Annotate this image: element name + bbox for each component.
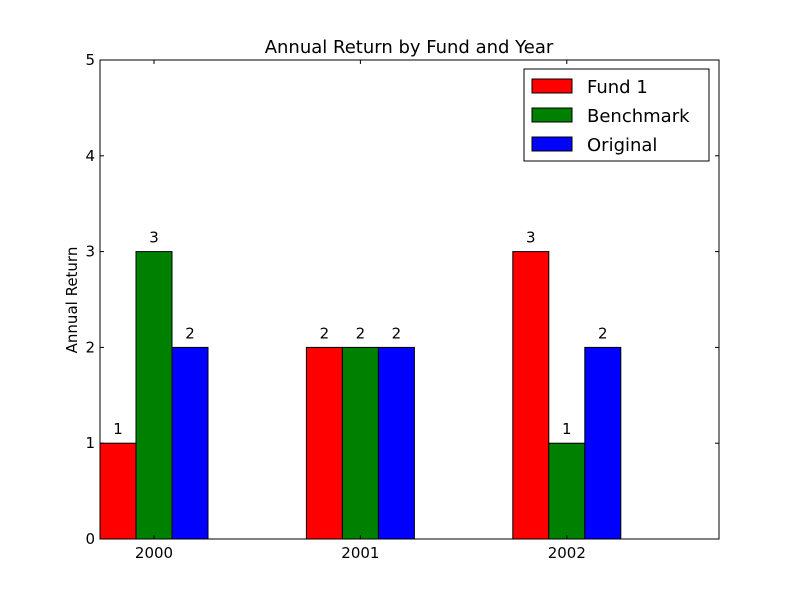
legend-entry: Benchmark bbox=[587, 106, 690, 127]
legend-swatch bbox=[531, 107, 573, 123]
bar-fund-1-2001 bbox=[305, 346, 343, 540]
legend: Fund 1 Benchmark Original bbox=[523, 68, 710, 162]
data-label: 3 bbox=[526, 229, 536, 247]
bar-original-2002 bbox=[584, 346, 622, 540]
x-tick-label: 2002 bbox=[548, 544, 586, 562]
legend-swatch bbox=[531, 136, 573, 152]
y-axis: 0 1 2 3 4 5 bbox=[85, 51, 719, 548]
x-axis: 2000 2001 2002 bbox=[135, 60, 586, 562]
y-tick-label: 5 bbox=[85, 51, 95, 69]
data-label: 2 bbox=[320, 324, 330, 342]
data-label: 1 bbox=[562, 420, 572, 438]
plot-frame bbox=[99, 59, 720, 540]
data-label: 2 bbox=[356, 324, 366, 342]
legend-entry: Original bbox=[587, 135, 657, 156]
y-tick-label: 1 bbox=[85, 434, 95, 452]
legend-entry: Fund 1 bbox=[587, 77, 648, 98]
bar-fund-1-2000 bbox=[99, 442, 137, 540]
data-label: 2 bbox=[392, 324, 402, 342]
x-tick-label: 2000 bbox=[135, 544, 173, 562]
bar-benchmark-2000 bbox=[135, 251, 173, 540]
data-label: 2 bbox=[598, 324, 608, 342]
y-tick-label: 3 bbox=[85, 243, 95, 261]
data-label: 2 bbox=[185, 324, 195, 342]
data-label: 1 bbox=[113, 420, 123, 438]
bar-original-2001 bbox=[377, 346, 415, 540]
y-axis-label: Annual Return bbox=[63, 247, 81, 354]
y-tick-label: 2 bbox=[85, 338, 95, 356]
y-tick-label: 4 bbox=[85, 147, 95, 165]
bar-fund-1-2002 bbox=[512, 251, 550, 540]
data-label: 3 bbox=[149, 229, 159, 247]
bar-benchmark-2002 bbox=[548, 442, 586, 540]
x-tick-label: 2001 bbox=[341, 544, 379, 562]
chart-title: Annual Return by Fund and Year bbox=[265, 37, 554, 58]
bar-original-2000 bbox=[171, 346, 209, 540]
bar-benchmark-2001 bbox=[341, 346, 379, 540]
y-tick-label: 0 bbox=[85, 530, 95, 548]
legend-swatch bbox=[531, 78, 573, 94]
